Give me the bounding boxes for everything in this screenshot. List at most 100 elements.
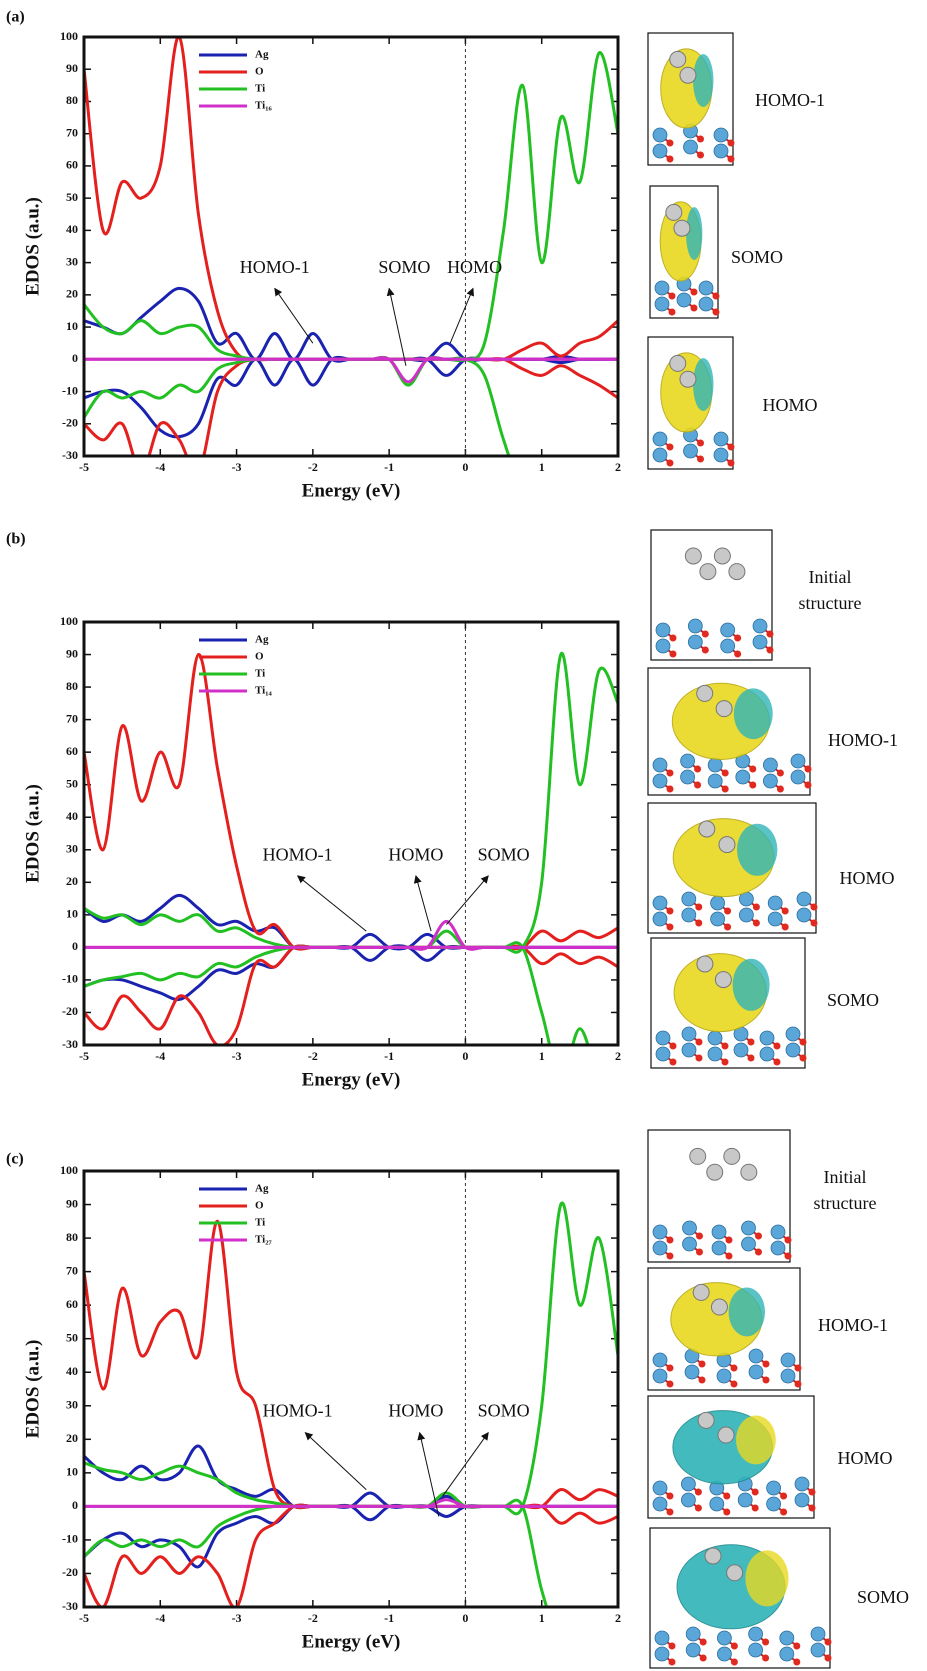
o-atom [805,766,812,773]
x-tick-label: -4 [155,1049,165,1063]
ti-atom [742,1221,756,1235]
ti-atom [656,1047,670,1061]
annotation: SOMO [478,844,530,864]
y-axis-label: EDOS (a.u.) [22,197,43,296]
y-tick-label: 70 [66,711,78,725]
x-tick-label: -3 [232,1611,242,1625]
o-atom [667,924,674,931]
structure-label: SOMO [712,244,802,270]
ti-atom [714,448,728,462]
legend-label: O [255,651,264,663]
annotation: SOMO [478,1401,530,1421]
orbital-lobe [733,959,770,1011]
ti-atom [797,892,811,906]
x-tick-label: -4 [155,460,165,474]
structure-label: HOMO-1 [745,87,835,113]
o-atom [811,920,818,927]
legend-label: Ag [255,1183,269,1195]
ti-atom [681,754,695,768]
dos-line [84,1446,618,1508]
ag-atom [714,548,730,564]
y-tick-label: 50 [66,1330,78,1344]
o-atom [667,444,674,451]
o-atom [667,1237,674,1244]
ti-atom [786,1027,800,1041]
ag-atom [715,972,731,988]
ti-atom [780,1647,794,1661]
o-atom [702,647,709,654]
orbital-lobe [736,1416,776,1465]
ag-atom [741,1164,757,1180]
y-tick-label: 100 [60,614,78,628]
ag-atom [716,701,732,717]
y-tick-label: 80 [66,1230,78,1244]
ti-atom [768,912,782,926]
o-atom [734,651,741,658]
ti-atom [686,1643,700,1657]
ti-atom [771,1225,785,1239]
o-atom [767,647,774,654]
ti-atom [682,908,696,922]
x-axis-label: Energy (eV) [302,1069,401,1090]
o-atom [722,1059,729,1066]
ti-atom [749,1643,763,1657]
o-atom [722,1043,729,1050]
o-atom [669,1643,676,1650]
ti-atom [712,1241,726,1255]
orbital-lobe [693,358,713,411]
o-atom [667,1509,674,1516]
structure-label: HOMO [820,1445,910,1471]
y-tick-label: 60 [66,744,78,758]
orbital-lobe [693,54,713,107]
ti-atom [760,1031,774,1045]
ti-atom [763,758,777,772]
y-tick-label: 20 [66,874,78,888]
ti-atom [656,623,670,637]
o-atom [694,782,701,789]
ag-atom [711,1299,727,1315]
ti-atom [712,1225,726,1239]
y-tick-label: 80 [66,93,78,107]
o-atom [752,1505,759,1512]
o-atom [793,1659,800,1666]
ti-atom [742,1237,756,1251]
y-tick-label: 90 [66,61,78,75]
o-atom [726,1253,733,1260]
ti-atom [653,128,667,142]
o-atom [762,1655,769,1662]
o-atom [713,309,720,316]
o-atom [670,1059,677,1066]
ti-atom [768,896,782,910]
ti-atom [699,297,713,311]
o-atom [749,766,756,773]
ti-atom [708,758,722,772]
o-atom [795,1381,802,1388]
ti-atom [683,1237,697,1251]
orbital-lobe [745,1550,788,1606]
ag-atom [705,1548,721,1564]
ti-atom [655,281,669,295]
ti-atom [749,1627,763,1641]
legend-label: Ti [255,668,265,680]
x-tick-label: -5 [79,1611,89,1625]
x-tick-label: -2 [308,1049,318,1063]
o-atom [667,786,674,793]
o-atom [728,444,735,451]
o-atom [695,904,702,911]
annotation: HOMO-1 [263,1401,333,1421]
ti-atom [653,896,667,910]
o-atom [700,1655,707,1662]
x-tick-label: 1 [539,460,545,474]
o-atom [780,1509,787,1516]
o-atom [669,309,676,316]
o-atom [731,1643,738,1650]
ti-atom [653,1481,667,1495]
y-tick-label: 30 [66,842,78,856]
o-atom [713,293,720,300]
o-atom [728,140,735,147]
ti-atom [714,144,728,158]
o-atom [763,1361,770,1368]
o-atom [696,1055,703,1062]
x-tick-label: -1 [384,1049,394,1063]
annotation-arrow [305,1433,366,1490]
